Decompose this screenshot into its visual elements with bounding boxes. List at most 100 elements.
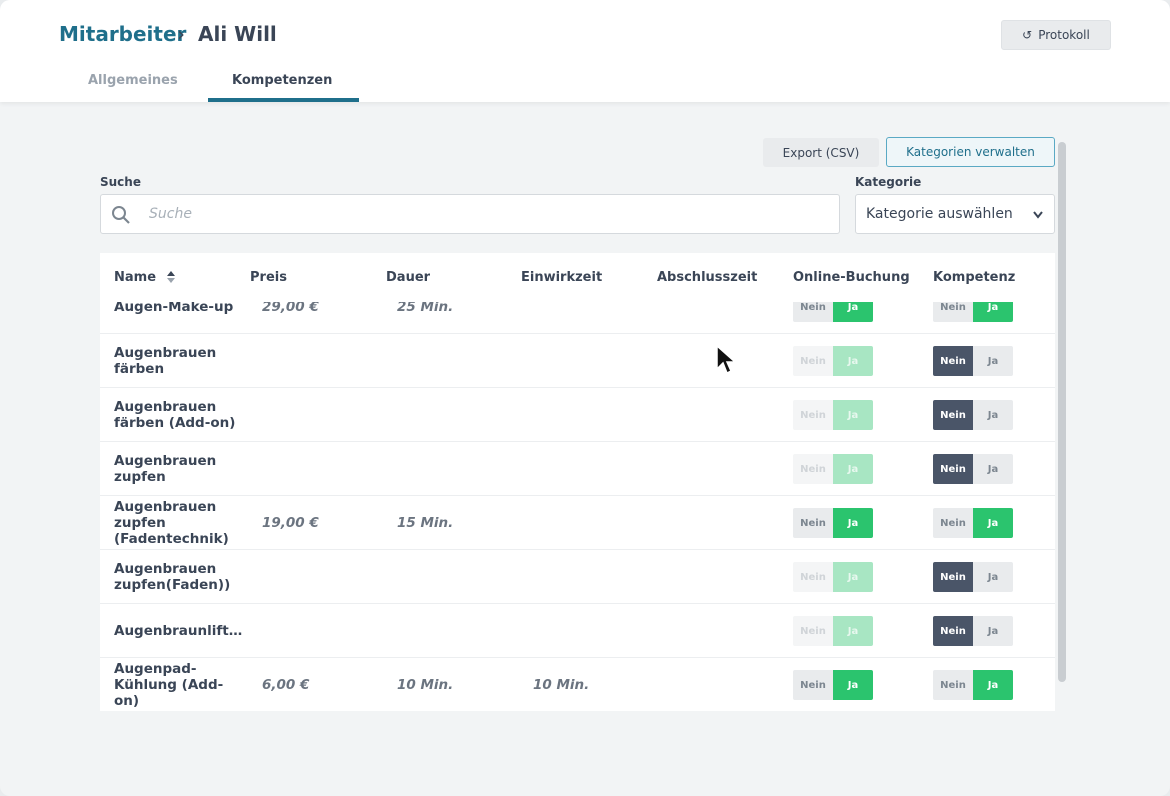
online-booking-toggle[interactable]: Nein Ja: [793, 302, 873, 322]
service-name: Augenbrauen zupfen: [114, 453, 217, 485]
tab-indicator: [208, 98, 359, 102]
search-placeholder: Suche: [149, 206, 192, 222]
toggle-off: Nein: [793, 302, 833, 322]
online-booking-toggle: Nein Ja: [793, 346, 873, 376]
toggle-on: Ja: [973, 508, 1013, 538]
toggle-off: Nein: [933, 302, 973, 322]
price: 29,00 €: [262, 302, 319, 315]
cursor: [716, 344, 737, 375]
competence-toggle[interactable]: Nein Ja: [933, 670, 1013, 700]
duration: 10 Min.: [397, 677, 454, 693]
export-button[interactable]: Export (CSV): [763, 138, 879, 167]
table-row: Augenbrauen zupfen Nein Ja Nein Ja: [100, 442, 1055, 496]
protocol-label: Protokoll: [1038, 28, 1090, 42]
tab[interactable]: Allgemeines: [88, 73, 178, 88]
column-header: Kompetenz: [933, 270, 1016, 285]
table: Augen-Make-up 29,00 €25 Min. Nein Ja Nein Ja A…: [100, 253, 1055, 711]
competence-toggle[interactable]: Nein Ja: [933, 302, 1013, 322]
table-body: Augen-Make-up 29,00 €25 Min. Nein Ja Nein Ja A…: [100, 302, 1055, 711]
toggle-off: Nein: [933, 508, 973, 538]
competence-toggle[interactable]: Nein Ja: [933, 346, 1013, 376]
exposure-time: 10 Min.: [533, 677, 590, 693]
online-booking-toggle: Nein Ja: [793, 616, 873, 646]
chevron: [1033, 211, 1043, 219]
toggle-on: Ja: [973, 346, 1013, 376]
toggle-off: Nein: [933, 454, 973, 484]
history-icon: ↺: [1022, 28, 1033, 42]
toggle-off: Nein: [793, 400, 833, 430]
page-title: Ali Will: [198, 22, 277, 46]
toggle-on: Ja: [833, 346, 873, 376]
toggle-on: Ja: [833, 508, 873, 538]
service-name: Augenbrauen zupfen(Faden)): [114, 561, 231, 593]
toggle-on: Ja: [973, 400, 1013, 430]
search-label: Suche: [100, 175, 141, 189]
header: Mitarbeiter › Ali Will ↺ Protokoll Allgem…: [0, 0, 1170, 102]
service-name: Augenbraunlift…: [114, 623, 243, 639]
toggle-off: Nein: [793, 616, 833, 646]
toggle-off: Nein: [933, 670, 973, 700]
toggle-on: Ja: [833, 454, 873, 484]
toggle-off: Nein: [933, 346, 973, 376]
online-booking-toggle[interactable]: Nein Ja: [793, 508, 873, 538]
toggle-on: Ja: [973, 562, 1013, 592]
toggle-off: Nein: [793, 508, 833, 538]
column-header[interactable]: Name: [114, 270, 157, 285]
duration: 15 Min.: [397, 515, 454, 531]
toggle-on: Ja: [833, 562, 873, 592]
competence-toggle[interactable]: Nein Ja: [933, 616, 1013, 646]
column-header: Abschlusszeit: [657, 270, 758, 285]
table-row: Augenbrauen färben Nein Ja Nein Ja: [100, 334, 1055, 388]
toggle-on: Ja: [833, 400, 873, 430]
toggle-off: Nein: [793, 346, 833, 376]
search-input[interactable]: Suche: [100, 194, 840, 234]
search-icon: [112, 206, 130, 224]
service-name: Augenbrauen zupfen (Fadentechnik): [114, 499, 229, 547]
competence-toggle[interactable]: Nein Ja: [933, 508, 1013, 538]
table-row: Augenbrauen färben (Add-on) Nein Ja Nein Ja: [100, 388, 1055, 442]
competence-toggle[interactable]: Nein Ja: [933, 562, 1013, 592]
toggle-off: Nein: [793, 454, 833, 484]
toggle-on: Ja: [973, 616, 1013, 646]
table-row: Augenbraunlift… Nein Ja Nein Ja: [100, 604, 1055, 658]
toggle-off: Nein: [933, 616, 973, 646]
price: 6,00 €: [262, 677, 310, 693]
toggle-on: Ja: [833, 670, 873, 700]
table-row: Augen-Make-up 29,00 €25 Min. Nein Ja Nein Ja: [100, 302, 1055, 334]
scrollbar[interactable]: [1058, 142, 1066, 682]
toggle-on: Ja: [973, 454, 1013, 484]
tab[interactable]: Kompetenzen: [232, 73, 333, 88]
toggle-on: Ja: [833, 616, 873, 646]
column-header: Online-Buchung: [793, 270, 910, 285]
service-name: Augenbrauen färben: [114, 345, 217, 377]
toggle-on: Ja: [833, 302, 873, 322]
breadcrumb[interactable]: Mitarbeiter: [59, 22, 187, 46]
protocol-button[interactable]: ↺ Protokoll: [1001, 20, 1111, 50]
competence-toggle[interactable]: Nein Ja: [933, 400, 1013, 430]
category-label: Kategorie: [855, 175, 922, 189]
toggle-on: Ja: [973, 302, 1013, 322]
service-name: Augenpad-Kühlung (Add-on): [114, 661, 224, 709]
service-name: Augen-Make-up: [114, 302, 234, 315]
online-booking-toggle[interactable]: Nein Ja: [793, 670, 873, 700]
online-booking-toggle: Nein Ja: [793, 454, 873, 484]
online-booking-toggle: Nein Ja: [793, 562, 873, 592]
price: 19,00 €: [262, 515, 319, 531]
toggle-off: Nein: [933, 562, 973, 592]
online-booking-toggle: Nein Ja: [793, 400, 873, 430]
category-select[interactable]: Kategorie auswählen: [855, 194, 1055, 234]
category-select-text: Kategorie auswählen: [866, 206, 1013, 222]
sort-icon[interactable]: [166, 270, 176, 284]
toggle-off: Nein: [933, 400, 973, 430]
service-name: Augenbrauen färben (Add-on): [114, 399, 236, 431]
column-header: Dauer: [386, 270, 431, 285]
competence-toggle[interactable]: Nein Ja: [933, 454, 1013, 484]
column-header: Preis: [250, 270, 287, 285]
table-row: Augenbrauen zupfen(Faden)) Nein Ja Nein Ja: [100, 550, 1055, 604]
column-header: Einwirkzeit: [521, 270, 603, 285]
duration: 25 Min.: [397, 302, 454, 315]
table-row: Augenbrauen zupfen (Fadentechnik) 19,00 €…: [100, 496, 1055, 550]
manage-categories-button[interactable]: Kategorien verwalten: [886, 137, 1055, 167]
table-row: Augenpad-Kühlung (Add-on) 6,00 € 10 Min. 10…: [100, 658, 1055, 711]
